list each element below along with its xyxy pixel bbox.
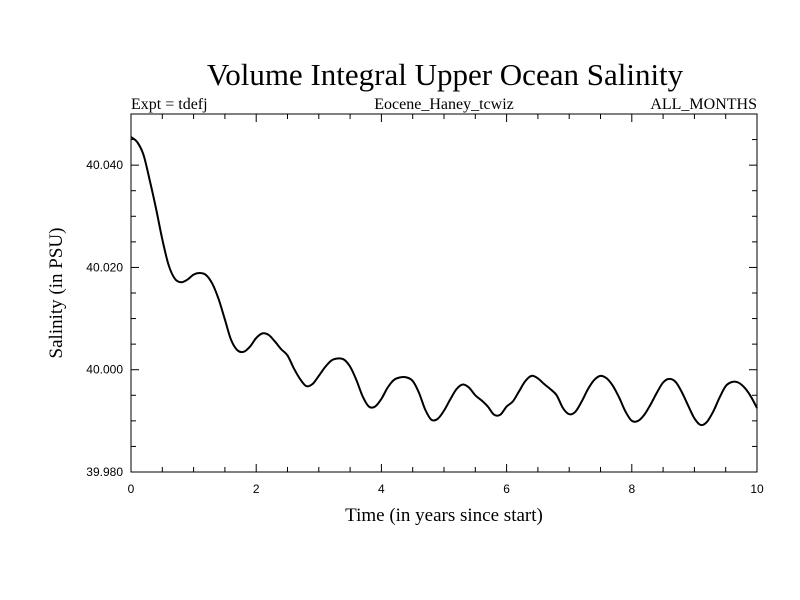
- y-tick-label: 40.040: [86, 158, 123, 172]
- chart-title: Volume Integral Upper Ocean Salinity: [207, 57, 684, 92]
- y-tick-label: 40.000: [86, 363, 123, 377]
- x-tick-label: 4: [378, 482, 385, 496]
- tick-labels: 0 2 4 6 8 10 39.980 40.000 40.020 40.040: [86, 158, 764, 496]
- subtitle-left: Expt = tdefj: [131, 96, 208, 113]
- x-tick-label: 8: [628, 482, 635, 496]
- plot-frame: [130, 113, 758, 473]
- y-axis-label: Salinity (in PSU): [46, 228, 67, 359]
- subtitle-center: Eocene_Haney_tcwiz: [374, 96, 513, 113]
- y-tick-label: 39.980: [86, 465, 123, 479]
- x-tick-label: 6: [503, 482, 510, 496]
- y-tick-label: 40.020: [86, 260, 123, 274]
- x-tick-label: 10: [750, 482, 764, 496]
- ticks: [130, 113, 758, 473]
- x-tick-label: 0: [128, 482, 135, 496]
- subtitle-right: ALL_MONTHS: [650, 96, 757, 113]
- series-layer: [130, 136, 758, 427]
- x-axis-label: Time (in years since start): [345, 505, 543, 526]
- x-tick-label: 2: [253, 482, 260, 496]
- series-line: [130, 136, 758, 427]
